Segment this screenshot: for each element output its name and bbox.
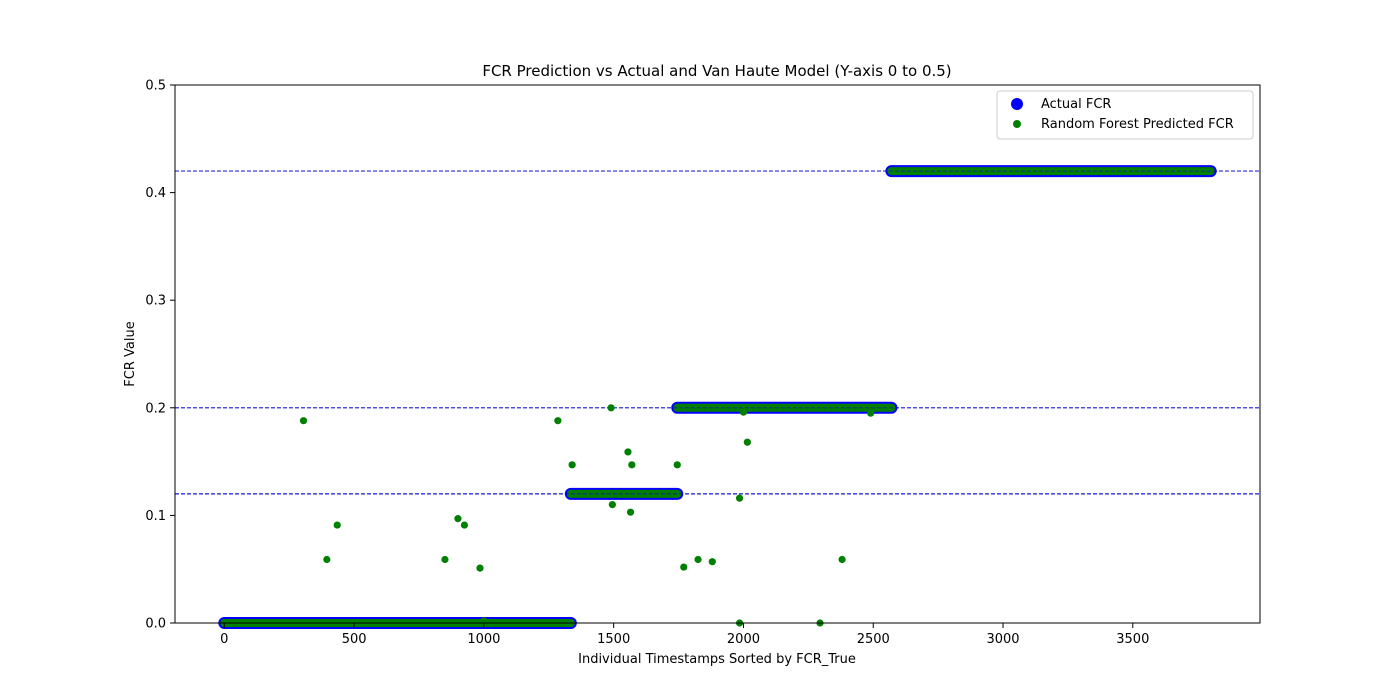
y-axis-title: FCR Value [123,321,138,386]
predicted-fcr-point-17 [694,555,702,564]
predicted-fcr-point-2 [333,521,341,529]
predicted-fcr-point-0 [299,417,308,425]
chart-title: FCR Prediction vs Actual and Van Haute M… [482,62,951,80]
predicted-fcr-point-15 [673,461,681,469]
x-tick-label-1: 500 [342,632,367,647]
predicted-fcr-point-14 [628,461,636,469]
x-tick-label-0: 0 [220,632,228,647]
predicted-fcr-point-5 [460,521,469,529]
legend-marker-actual-fcr [1011,98,1023,110]
y-tick-label-4: 0.4 [145,186,166,201]
predicted-fcr-point-19 [735,494,744,502]
y-tick-label-3: 0.3 [145,294,166,309]
predicted-fcr-point-25 [867,409,875,417]
legend-label-rf-predicted-fcr: Random Forest Predicted FCR [1041,117,1234,132]
predicted-fcr-point-9 [568,461,576,469]
x-tick-label-2: 1000 [467,632,500,647]
predicted-fcr-point-11 [608,501,616,509]
x-tick-label-5: 2500 [857,632,890,647]
y-tick-label-0: 0.0 [145,617,166,632]
legend-marker-rf-predicted-fcr [1013,120,1021,128]
predicted-fcr-point-6 [476,564,484,572]
predicted-fcr-point-24 [838,555,846,564]
predicted-fcr-point-22 [743,438,751,446]
predicted-fcr-point-18 [708,558,716,566]
legend: Actual FCR Random Forest Predicted FCR [996,90,1254,140]
x-tick-label-6: 3000 [986,632,1019,647]
predicted-fcr-point-10 [607,404,615,412]
x-axis-title: Individual Timestamps Sorted by FCR_True [578,652,856,667]
legend-box [996,90,1254,140]
x-tick-label-7: 3500 [1116,632,1149,647]
y-tick-label-5: 0.5 [145,79,166,94]
predicted-fcr-point-1 [323,555,331,564]
predicted-fcr-point-21 [739,408,748,416]
y-tick-label-2: 0.2 [145,401,166,416]
legend-label-actual-fcr: Actual FCR [1041,97,1111,112]
predicted-fcr-point-3 [441,555,449,564]
axes-frame [174,84,1261,624]
predicted-fcr-point-8 [554,417,562,425]
x-tick-label-4: 2000 [727,632,760,647]
predicted-fcr-point-13 [626,508,635,516]
x-axis: 0 500 1000 1500 2000 2500 3000 3500 [220,623,1149,647]
predicted-fcr-point-12 [624,448,632,456]
predicted-fcr-point-4 [454,515,462,523]
x-tick-label-3: 1500 [597,632,630,647]
predicted-fcr-point-16 [680,563,688,571]
y-axis: 0.0 0.1 0.2 0.3 0.4 0.5 [145,79,175,632]
y-tick-label-1: 0.1 [145,509,166,524]
